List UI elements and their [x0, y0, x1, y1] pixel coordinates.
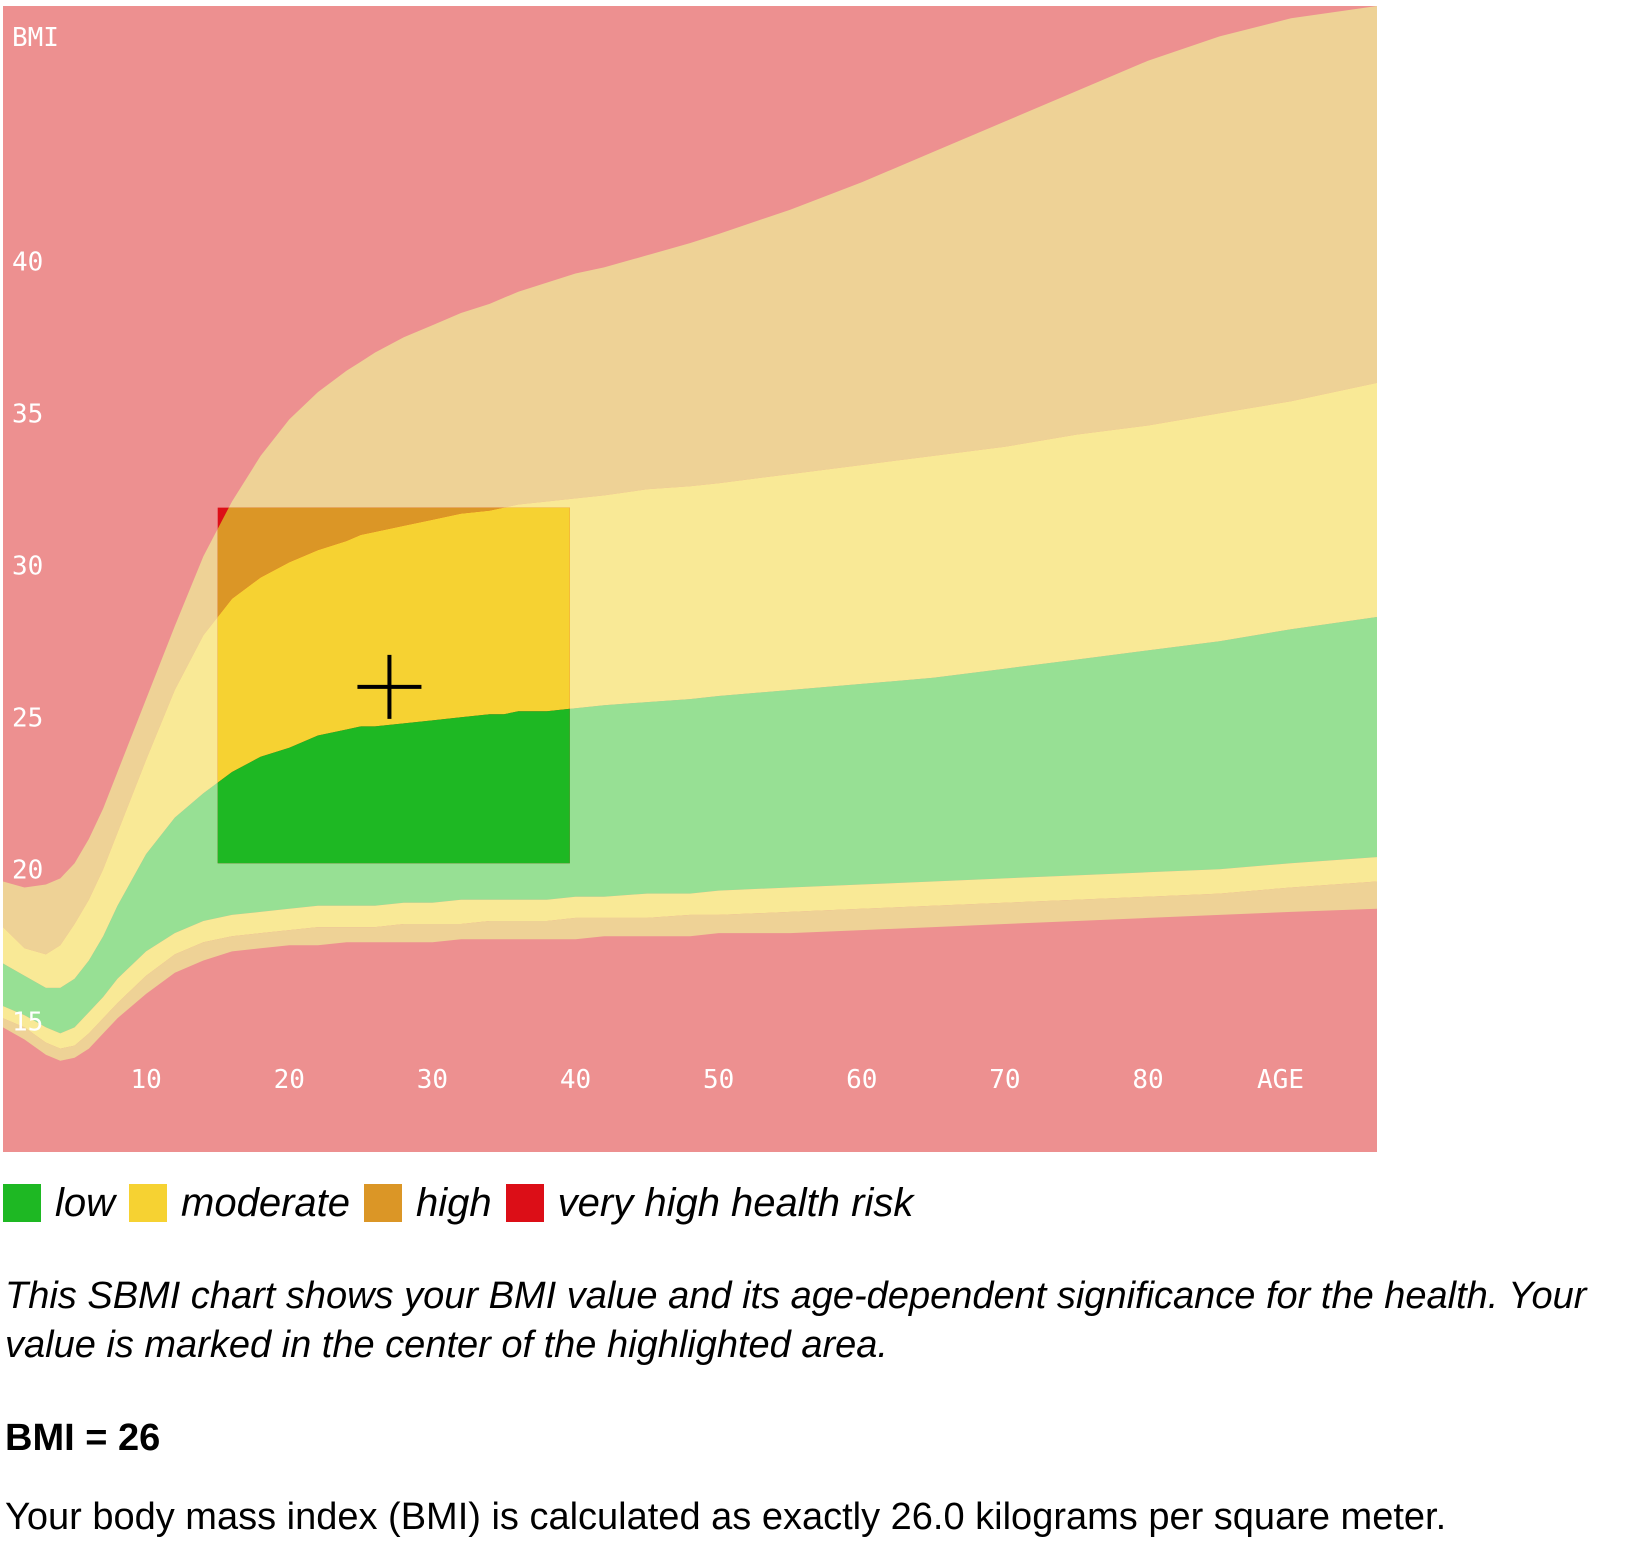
legend-swatch [505, 1184, 544, 1222]
legend-label: high [416, 1180, 492, 1225]
x-tick-20: 20 [274, 1065, 305, 1095]
zone-low-band-2 [3, 617, 1377, 1034]
y-tick-15: 15 [12, 1007, 43, 1037]
legend-label: moderate [181, 1180, 351, 1225]
x-tick-30: 30 [417, 1065, 448, 1095]
highlight-zone-high-band-0 [217, 507, 504, 618]
zone-high-band-0 [3, 6, 1377, 955]
zone-moderate-band-1 [3, 382, 1377, 988]
bmi-value-heading: BMI = 26 [5, 1417, 161, 1459]
sbmi-chart-svg: BMI 15 20 25 30 35 40 10 20 30 40 50 60 70 80 AGE [3, 6, 1377, 1152]
legend-item-high: high [364, 1181, 492, 1226]
highlight-zone-moderate-band-1 [217, 507, 570, 783]
x-tick-10: 10 [130, 1065, 161, 1095]
x-axis-label: AGE [1257, 1065, 1304, 1095]
y-tick-20: 20 [12, 855, 43, 885]
legend-swatch [364, 1184, 403, 1222]
x-tick-40: 40 [560, 1065, 591, 1095]
zone-moderate-band-3 [3, 857, 1377, 1049]
x-tick-80: 80 [1132, 1065, 1163, 1095]
bmi-explanation: Your body mass index (BMI) is calculated… [5, 1496, 1447, 1538]
x-tick-70: 70 [989, 1065, 1020, 1095]
y-tick-25: 25 [12, 703, 43, 733]
y-axis-label: BMI [12, 23, 59, 53]
x-tick-60: 60 [846, 1065, 877, 1095]
legend-swatch [3, 1184, 41, 1222]
chart-description: This SBMI chart shows your BMI value and… [5, 1275, 1587, 1366]
y-tick-30: 30 [12, 551, 43, 581]
legend-item-moderate: moderate [129, 1181, 350, 1226]
legend-item-very: very high health risk [505, 1180, 914, 1226]
y-tick-40: 40 [12, 247, 43, 277]
bmi-marker-crosshair [357, 654, 422, 719]
highlight-zone-low-band-2 [217, 708, 570, 864]
legend-label: low [55, 1180, 116, 1225]
legend-swatch [129, 1184, 168, 1222]
sbmi-chart: BMI 15 20 25 30 35 40 10 20 30 40 50 60 70 80 AGE [3, 6, 1377, 1152]
legend-item-low: low [3, 1181, 115, 1226]
legend-label: very high health risk [557, 1180, 914, 1225]
x-tick-50: 50 [703, 1065, 734, 1095]
legend: low moderate high very high health risk [3, 1180, 927, 1226]
zone-high-band-4 [3, 881, 1377, 1061]
y-tick-35: 35 [12, 399, 43, 429]
